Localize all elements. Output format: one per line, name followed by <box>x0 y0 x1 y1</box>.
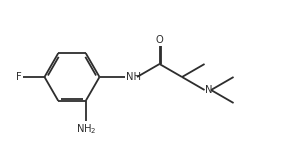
Text: F: F <box>16 72 21 82</box>
Text: N: N <box>205 85 213 95</box>
Text: NH: NH <box>126 72 141 82</box>
Text: O: O <box>156 35 163 45</box>
Text: NH$_2$: NH$_2$ <box>75 122 96 136</box>
